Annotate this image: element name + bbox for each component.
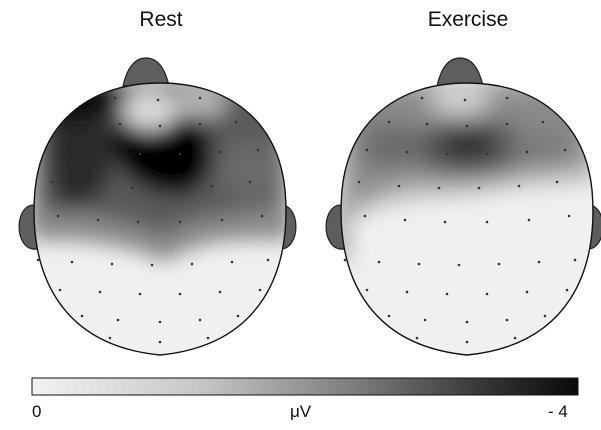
colorbar-unit-label: μV bbox=[290, 402, 312, 421]
panel-title-exercise: Exercise bbox=[427, 8, 509, 31]
head-outline-rest bbox=[33, 82, 287, 356]
head-exercise bbox=[325, 57, 601, 356]
ear-left-rest bbox=[18, 204, 39, 250]
ear-left-exercise bbox=[325, 204, 346, 250]
potential-map-exercise bbox=[341, 83, 593, 355]
potential-map-rest bbox=[34, 83, 286, 355]
electrodes-exercise bbox=[343, 96, 577, 344]
colorbar bbox=[31, 377, 579, 396]
electrodes-rest bbox=[36, 96, 270, 344]
colorbar-min-label: 0 bbox=[32, 402, 42, 421]
colorbar-max-label: - 4 bbox=[548, 402, 568, 421]
nose-exercise bbox=[436, 57, 484, 87]
panel-title-rest: Rest bbox=[139, 8, 183, 31]
nose-rest bbox=[122, 57, 170, 87]
head-rest bbox=[18, 57, 297, 356]
head-outline-exercise bbox=[340, 82, 594, 356]
